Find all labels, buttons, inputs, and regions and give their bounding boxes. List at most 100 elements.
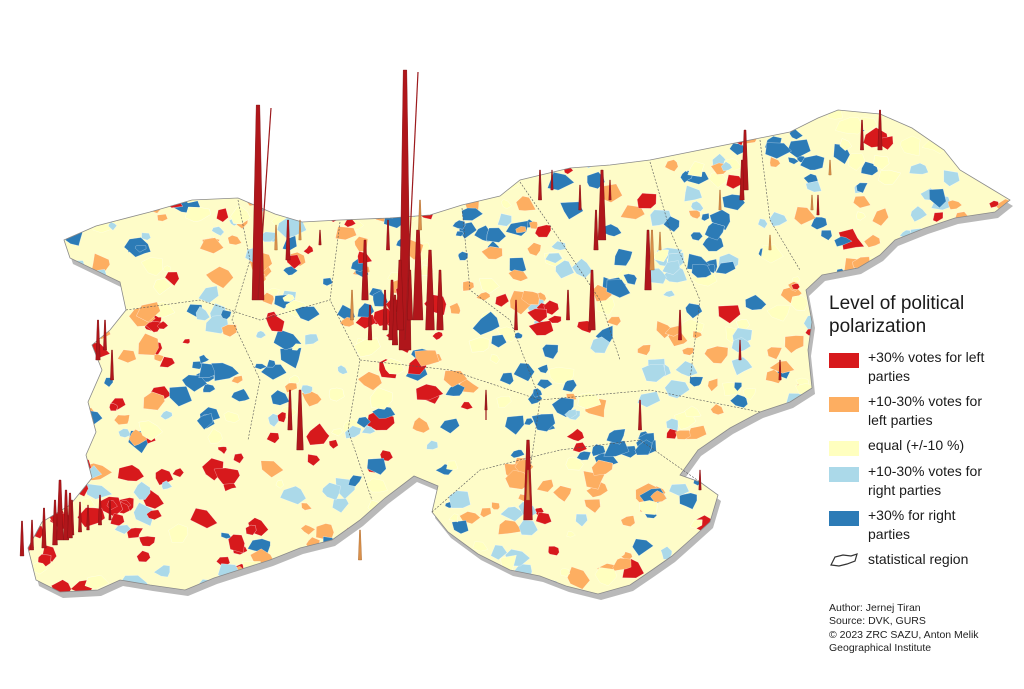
vote-spike xyxy=(78,501,82,533)
municipality-cell xyxy=(872,110,885,114)
municipality-cell xyxy=(991,272,1006,287)
municipality-cell xyxy=(209,146,231,162)
municipality-cell xyxy=(155,162,170,176)
legend-swatch xyxy=(829,397,859,412)
municipality-cell xyxy=(332,574,355,592)
municipality-cell xyxy=(384,203,404,219)
municipality-cell xyxy=(198,285,219,304)
municipality-cell xyxy=(84,575,110,590)
municipality-cell xyxy=(420,159,432,167)
municipality-cell xyxy=(761,470,771,479)
municipality-cell xyxy=(688,210,701,219)
municipality-cell xyxy=(479,574,496,589)
municipality-cell xyxy=(954,125,964,135)
municipality-cell xyxy=(803,471,818,483)
municipality-cell xyxy=(712,451,729,467)
municipality-cell xyxy=(591,444,606,457)
credit-author: Author: Jernej Tiran xyxy=(829,602,921,614)
municipality-cell xyxy=(632,538,654,557)
municipality-cell xyxy=(528,123,546,135)
municipality-cell xyxy=(117,349,137,363)
municipality-cell xyxy=(576,147,600,169)
municipality-cell xyxy=(145,174,159,187)
municipality-cell xyxy=(989,200,999,209)
municipality-cell xyxy=(675,360,698,377)
municipality-cell xyxy=(772,460,795,484)
municipality-cell xyxy=(787,157,799,165)
municipality-cell xyxy=(712,469,736,486)
municipality-cell xyxy=(28,450,39,460)
municipality-cell xyxy=(725,469,737,480)
municipality-cell xyxy=(606,428,626,445)
vote-spike xyxy=(361,239,369,301)
vote-spike xyxy=(86,504,90,531)
municipality-cell xyxy=(62,172,80,189)
municipality-cell xyxy=(524,114,546,128)
municipality-cell xyxy=(202,383,216,393)
municipality-cell xyxy=(614,110,630,114)
municipality-cell xyxy=(426,440,439,450)
municipality-cell xyxy=(238,116,249,125)
municipality-cell xyxy=(820,230,833,241)
municipality-cell xyxy=(518,519,539,536)
municipality-cell xyxy=(745,572,768,590)
municipality-cell xyxy=(454,160,470,174)
municipality-cell xyxy=(758,458,770,464)
municipality-cell xyxy=(44,442,60,452)
vote-spike xyxy=(828,159,832,176)
municipality-cell xyxy=(991,163,1010,182)
municipality-cell xyxy=(650,490,667,503)
municipality-cell xyxy=(154,354,164,363)
municipality-cell xyxy=(614,248,633,266)
municipality-cell xyxy=(169,386,193,407)
municipality-cell xyxy=(714,546,731,561)
municipality-cell xyxy=(656,110,669,113)
municipality-cell xyxy=(953,128,966,142)
municipality-cell xyxy=(205,266,234,289)
municipality-cell xyxy=(489,110,503,114)
municipality-cell xyxy=(60,195,85,215)
municipality-cell xyxy=(721,580,742,594)
municipality-cell xyxy=(231,375,243,384)
municipality-cell xyxy=(799,155,825,171)
municipality-cell xyxy=(275,479,284,489)
municipality-cell xyxy=(472,311,500,336)
vote-spike xyxy=(382,289,388,331)
municipality-cell xyxy=(164,271,180,287)
municipality-cell xyxy=(28,245,32,268)
municipality-cell xyxy=(306,181,318,191)
municipality-cell xyxy=(37,224,49,234)
municipality-cell xyxy=(29,317,59,338)
municipality-cell xyxy=(108,221,118,231)
municipality-cell xyxy=(753,437,768,449)
municipality-cell xyxy=(603,130,626,145)
vote-spike xyxy=(597,169,607,241)
municipality-cell xyxy=(143,391,165,411)
municipality-cell xyxy=(137,162,147,170)
municipality-cell xyxy=(451,520,469,534)
municipality-cell xyxy=(426,110,443,124)
municipality-cell xyxy=(940,249,956,266)
municipality-cell xyxy=(300,524,316,535)
vote-spike xyxy=(768,234,772,251)
municipality-cell xyxy=(802,441,821,454)
municipality-cell xyxy=(794,490,809,503)
municipality-cell xyxy=(898,259,914,271)
municipality-cell xyxy=(349,110,363,111)
municipality-cell xyxy=(765,142,792,159)
municipality-cell xyxy=(664,379,690,399)
municipality-cell xyxy=(195,306,211,321)
municipality-cell xyxy=(668,139,679,151)
municipality-cell xyxy=(310,175,326,191)
municipality-cell xyxy=(273,328,302,351)
municipality-cell xyxy=(853,195,871,209)
municipality-cell xyxy=(348,475,363,487)
municipality-cell xyxy=(731,337,751,353)
municipality-cell xyxy=(291,343,301,351)
municipality-cell xyxy=(929,188,947,209)
vote-spike xyxy=(103,319,107,351)
municipality-cell xyxy=(40,315,63,334)
municipality-cell xyxy=(698,587,717,594)
municipality-cell xyxy=(456,584,476,594)
municipality-cell xyxy=(489,353,500,365)
